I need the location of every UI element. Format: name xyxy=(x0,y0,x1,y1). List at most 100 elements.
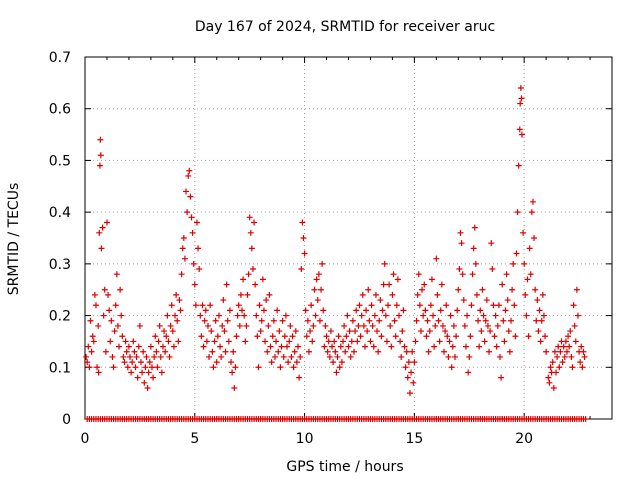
data-point xyxy=(101,286,108,293)
data-point xyxy=(427,302,434,309)
data-point xyxy=(161,328,168,335)
data-point xyxy=(279,317,286,324)
data-point xyxy=(267,343,274,350)
data-point xyxy=(166,353,173,360)
x-tick-label: 5 xyxy=(190,431,199,447)
data-point xyxy=(106,307,113,314)
data-point xyxy=(298,266,305,273)
data-point xyxy=(211,338,218,345)
data-point xyxy=(242,338,249,345)
data-point xyxy=(383,338,390,345)
data-point xyxy=(266,291,273,298)
data-point xyxy=(301,250,308,257)
data-point xyxy=(175,338,182,345)
data-point xyxy=(111,328,118,335)
y-tick-label: 0.5 xyxy=(49,153,71,169)
data-point xyxy=(84,359,91,366)
data-point xyxy=(91,291,98,298)
data-point xyxy=(98,245,105,252)
data-point xyxy=(185,172,192,179)
data-point xyxy=(94,364,101,371)
data-point xyxy=(461,322,468,329)
data-point xyxy=(400,307,407,314)
data-point xyxy=(509,286,516,293)
data-point xyxy=(269,333,276,340)
x-tick-label: 0 xyxy=(81,431,90,447)
data-point xyxy=(244,291,251,298)
x-tick-label: 10 xyxy=(296,431,314,447)
data-point xyxy=(303,333,310,340)
data-point xyxy=(178,271,185,278)
y-tick-labels: 0 0.1 0.2 0.3 0.4 0.5 0.6 0.7 xyxy=(49,50,71,428)
data-point xyxy=(495,302,502,309)
data-point xyxy=(404,374,411,381)
data-point xyxy=(273,338,280,345)
data-point xyxy=(416,302,423,309)
data-point xyxy=(475,317,482,324)
data-point xyxy=(567,328,574,335)
data-point xyxy=(423,333,430,340)
data-point xyxy=(85,343,92,350)
data-point xyxy=(228,359,235,366)
data-point xyxy=(313,276,320,283)
data-point xyxy=(107,338,114,345)
data-point xyxy=(219,322,226,329)
data-point xyxy=(361,343,368,350)
data-point xyxy=(169,328,176,335)
data-point xyxy=(398,353,405,360)
data-point xyxy=(560,343,567,350)
data-point xyxy=(364,328,371,335)
data-point xyxy=(370,343,377,350)
data-point xyxy=(448,364,455,371)
data-point xyxy=(257,328,264,335)
data-point xyxy=(578,343,585,350)
data-point xyxy=(454,307,461,314)
data-point xyxy=(208,328,215,335)
data-point xyxy=(375,348,382,355)
data-point xyxy=(117,286,124,293)
data-point xyxy=(189,229,196,236)
data-point xyxy=(318,286,325,293)
data-point xyxy=(330,359,337,366)
data-point xyxy=(285,359,292,366)
data-point xyxy=(136,322,143,329)
data-point xyxy=(142,364,149,371)
data-point xyxy=(280,353,287,360)
data-point xyxy=(538,317,545,324)
data-point xyxy=(396,312,403,319)
data-point xyxy=(145,369,152,376)
data-point xyxy=(536,307,543,314)
data-point xyxy=(193,219,200,226)
data-point xyxy=(447,312,454,319)
data-point xyxy=(537,338,544,345)
data-point xyxy=(374,328,381,335)
data-point xyxy=(546,379,553,386)
data-point xyxy=(472,260,479,267)
data-point xyxy=(466,353,473,360)
data-point xyxy=(290,364,297,371)
data-point xyxy=(442,328,449,335)
data-point xyxy=(390,271,397,278)
data-point xyxy=(130,338,137,345)
data-point xyxy=(256,302,263,309)
data-point xyxy=(556,364,563,371)
data-point xyxy=(289,333,296,340)
data-point xyxy=(246,214,253,221)
data-point xyxy=(514,209,521,216)
data-point xyxy=(114,322,121,329)
data-point xyxy=(203,338,210,345)
y-tick-label: 0 xyxy=(62,412,71,428)
data-point xyxy=(321,343,328,350)
data-point xyxy=(156,322,163,329)
data-point xyxy=(562,338,569,345)
data-point xyxy=(86,364,93,371)
data-point xyxy=(92,302,99,309)
data-point xyxy=(488,240,495,247)
data-point xyxy=(521,260,528,267)
data-point xyxy=(480,312,487,319)
data-point xyxy=(517,100,524,107)
data-point xyxy=(481,338,488,345)
data-point xyxy=(414,291,421,298)
data-point xyxy=(389,291,396,298)
data-point xyxy=(510,260,517,267)
